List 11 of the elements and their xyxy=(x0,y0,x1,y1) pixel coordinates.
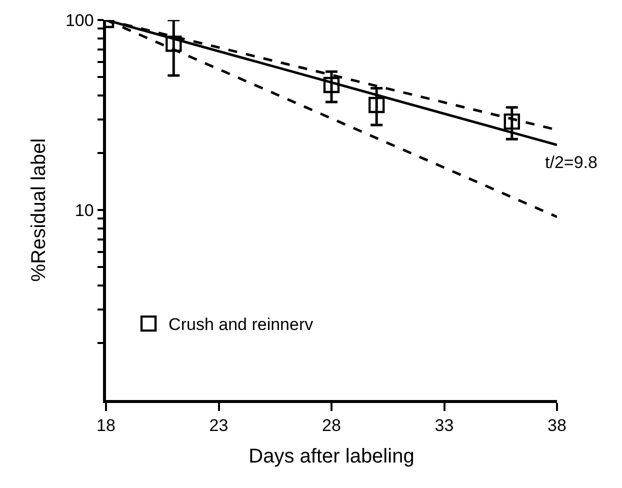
annotation: t/2=9.8 xyxy=(545,153,598,172)
y-tick-label: 10 xyxy=(74,200,94,220)
x-tick-label: 23 xyxy=(209,416,228,436)
legend-label: Crush and reinnerv xyxy=(168,315,314,334)
x-axis-title: Days after labeling xyxy=(248,446,414,468)
y-axis-title: %Residual label xyxy=(28,138,50,282)
x-tick-label: 33 xyxy=(434,416,454,436)
y-tick-label: 100 xyxy=(65,10,94,30)
x-tick-label: 38 xyxy=(548,416,566,436)
x-tick-label: 18 xyxy=(96,416,116,436)
x-tick-label: 28 xyxy=(322,416,341,436)
